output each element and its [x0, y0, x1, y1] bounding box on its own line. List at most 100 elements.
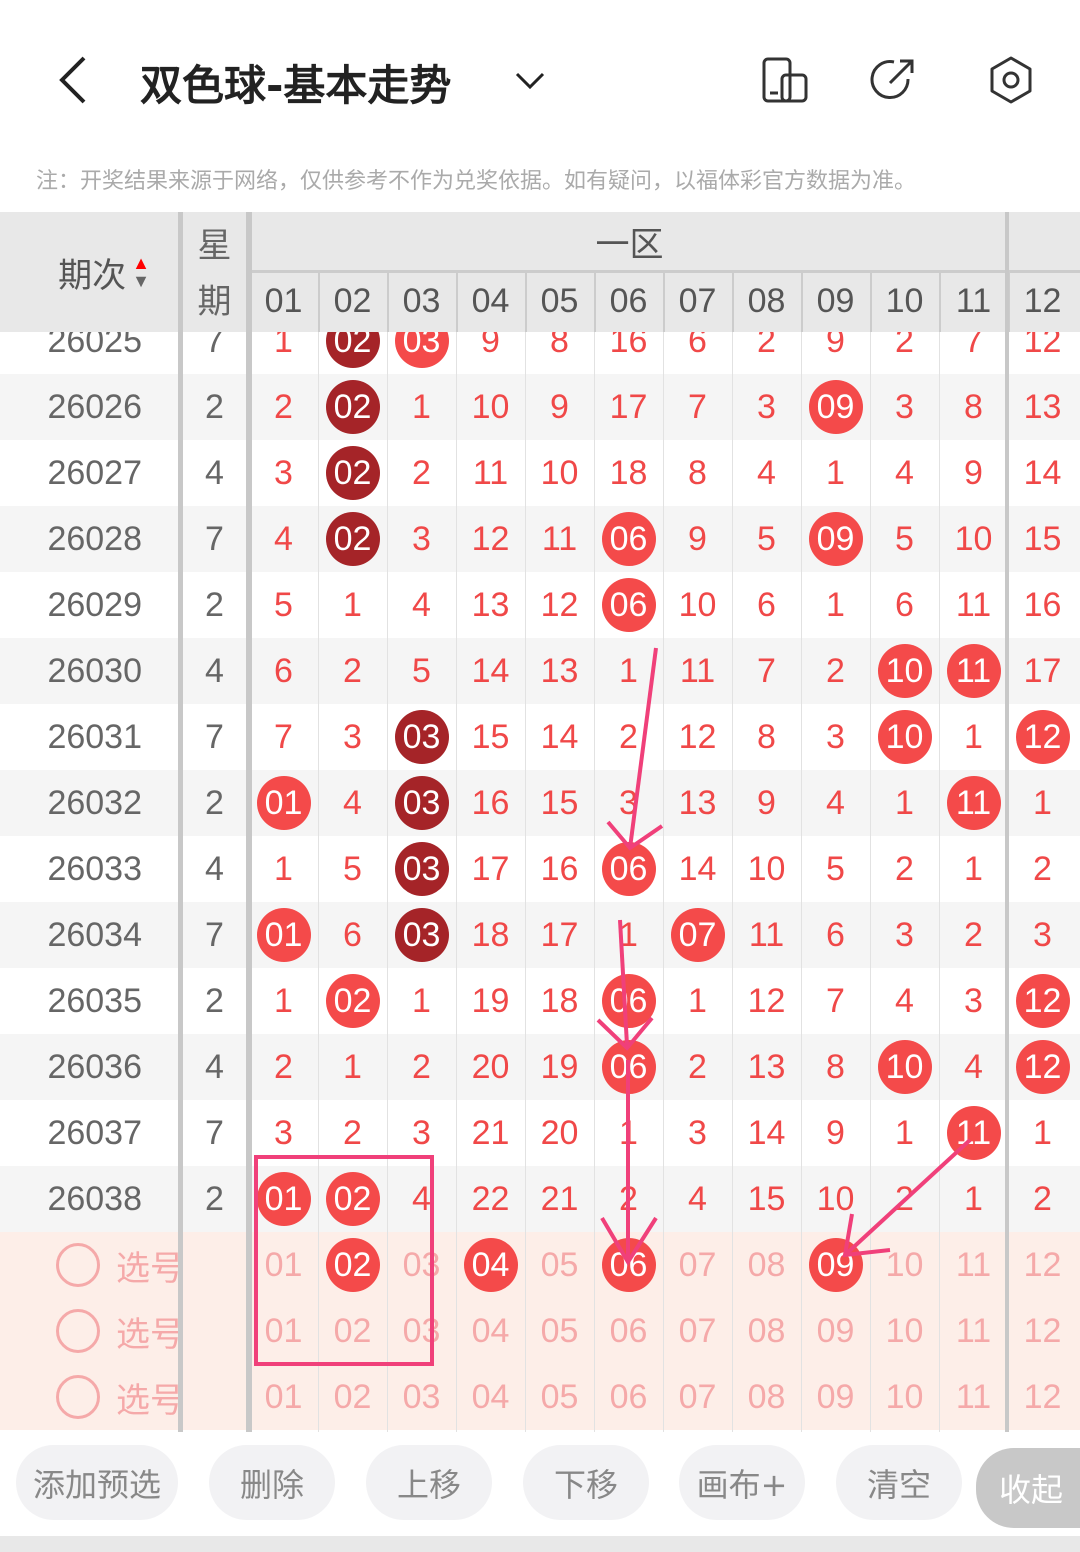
number-cell: 1 — [343, 585, 362, 624]
period-cell: 26037 — [47, 1113, 142, 1152]
pick-number-cell[interactable]: 12 — [1023, 1245, 1062, 1284]
number-cell: 4 — [274, 519, 293, 558]
pick-number-cell[interactable]: 11 — [955, 1245, 992, 1284]
pick-number-cell[interactable]: 01 — [264, 1311, 303, 1350]
column-header-period[interactable]: 期次 ▲ ▼ — [0, 232, 178, 312]
pick-number-cell[interactable]: 07 — [678, 1245, 717, 1284]
number-cell: 07 — [663, 902, 732, 968]
pick-select-button[interactable]: 选号 — [56, 1364, 196, 1430]
pick-select-button[interactable]: 选号 — [56, 1232, 196, 1298]
hit-ball: 09 — [808, 380, 863, 434]
pick-number-cell[interactable]: 05 — [540, 1311, 579, 1350]
pick-number-cell[interactable]: 09 — [816, 1311, 855, 1350]
pick-number-cell[interactable]: 09 — [801, 1232, 870, 1298]
number-cell: 10 — [870, 638, 939, 704]
selected-ball[interactable]: 02 — [325, 1238, 380, 1292]
pick-number-cell[interactable]: 06 — [594, 1232, 663, 1298]
pick-number-cell[interactable]: 05 — [540, 1377, 579, 1416]
pick-number-cell[interactable]: 11 — [955, 1311, 992, 1350]
pick-number-cell[interactable]: 04 — [471, 1311, 510, 1350]
number-cell: 06 — [594, 572, 663, 638]
top-bar: 双色球-基本走势 — [0, 0, 1080, 150]
number-cell: 3 — [964, 981, 983, 1020]
number-cell: 6 — [826, 915, 845, 954]
number-cell: 2 — [412, 1047, 431, 1086]
cell-divider — [939, 332, 940, 1432]
number-cell: 6 — [274, 651, 293, 690]
action-button-0[interactable]: 添加预选 — [16, 1445, 178, 1520]
pick-number-cell[interactable]: 10 — [885, 1245, 924, 1284]
column-header-week-2: 期 — [197, 282, 232, 321]
pick-number-cell[interactable]: 03 — [402, 1377, 441, 1416]
number-cell: 12 — [747, 981, 786, 1020]
pick-number-cell[interactable]: 04 — [456, 1232, 525, 1298]
number-cell: 3 — [412, 519, 431, 558]
selected-ball[interactable]: 06 — [601, 1238, 656, 1292]
selected-ball[interactable]: 09 — [808, 1238, 863, 1292]
chevron-down-icon[interactable] — [512, 62, 548, 98]
selected-ball[interactable]: 04 — [463, 1238, 518, 1292]
column-header-12: 12 — [1023, 281, 1062, 320]
pick-number-cell[interactable]: 10 — [885, 1311, 924, 1350]
number-cell: 12 — [471, 519, 510, 558]
pick-number-cell[interactable]: 02 — [333, 1311, 372, 1350]
layout-switch-icon[interactable] — [760, 55, 810, 105]
number-cell: 2 — [274, 387, 293, 426]
number-cell: 2 — [895, 1179, 914, 1218]
pick-number-cell[interactable]: 12 — [1023, 1311, 1062, 1350]
pick-number-cell[interactable]: 08 — [747, 1377, 786, 1416]
action-button-3[interactable]: 下移 — [523, 1445, 649, 1520]
number-cell: 06 — [594, 968, 663, 1034]
number-cell: 12 — [1008, 1034, 1077, 1100]
action-button-5[interactable]: 清空 — [836, 1445, 962, 1520]
pick-number-cell[interactable]: 07 — [678, 1377, 717, 1416]
number-cell: 14 — [1023, 453, 1062, 492]
action-button-1[interactable]: 删除 — [209, 1445, 335, 1520]
pick-number-cell[interactable]: 11 — [955, 1377, 992, 1416]
share-icon[interactable] — [868, 55, 918, 105]
pick-number-cell[interactable]: 08 — [747, 1245, 786, 1284]
pick-number-cell[interactable]: 12 — [1023, 1377, 1062, 1416]
pick-number-cell[interactable]: 03 — [402, 1245, 441, 1284]
number-cell: 02 — [318, 968, 387, 1034]
weekday-cell: 2 — [205, 387, 224, 426]
pick-number-cell[interactable]: 06 — [609, 1311, 648, 1350]
pick-number-cell[interactable]: 01 — [264, 1245, 303, 1284]
pick-number-cell[interactable]: 06 — [609, 1377, 648, 1416]
hit-ball: 11 — [946, 1106, 1001, 1160]
number-cell: 7 — [826, 981, 845, 1020]
number-cell: 14 — [747, 1113, 786, 1152]
radio-circle-icon[interactable] — [56, 1375, 100, 1419]
action-button-2[interactable]: 上移 — [366, 1445, 492, 1520]
radio-circle-icon[interactable] — [56, 1309, 100, 1353]
pick-number-cell[interactable]: 08 — [747, 1311, 786, 1350]
number-cell: 3 — [688, 1113, 707, 1152]
pick-number-cell[interactable]: 03 — [402, 1311, 441, 1350]
table-header: 期次 ▲ ▼ 星期 一区 01 02 03 04 05 06 07 08 09 10 11 12 — [0, 212, 1080, 332]
sort-icon[interactable]: ▲ ▼ — [132, 253, 150, 291]
number-cell: 1 — [964, 717, 983, 756]
pick-number-cell[interactable]: 04 — [471, 1377, 510, 1416]
page-title[interactable]: 双色球-基本走势 — [140, 61, 452, 110]
pick-select-button[interactable]: 选号 — [56, 1298, 196, 1364]
cell-divider — [387, 332, 388, 1432]
column-divider — [594, 272, 596, 332]
pick-number-cell[interactable]: 02 — [318, 1232, 387, 1298]
pick-number-cell[interactable]: 09 — [816, 1377, 855, 1416]
period-cell: 26033 — [47, 849, 142, 888]
pick-number-cell[interactable]: 02 — [333, 1377, 372, 1416]
number-cell: 4 — [412, 585, 431, 624]
number-cell: 06 — [594, 1034, 663, 1100]
hit-ball: 12 — [1015, 1040, 1070, 1094]
action-button-4[interactable]: 画布+ — [679, 1445, 805, 1520]
pick-number-cell[interactable]: 10 — [885, 1377, 924, 1416]
number-cell: 1 — [412, 387, 431, 426]
pick-number-cell[interactable]: 07 — [678, 1311, 717, 1350]
pick-number-cell[interactable]: 05 — [540, 1245, 579, 1284]
radio-circle-icon[interactable] — [56, 1243, 100, 1287]
pick-number-cell[interactable]: 01 — [264, 1377, 303, 1416]
number-cell: 4 — [895, 981, 914, 1020]
back-icon[interactable] — [52, 52, 102, 108]
settings-icon[interactable] — [986, 55, 1036, 105]
action-button-6[interactable]: 收起 — [976, 1448, 1080, 1528]
